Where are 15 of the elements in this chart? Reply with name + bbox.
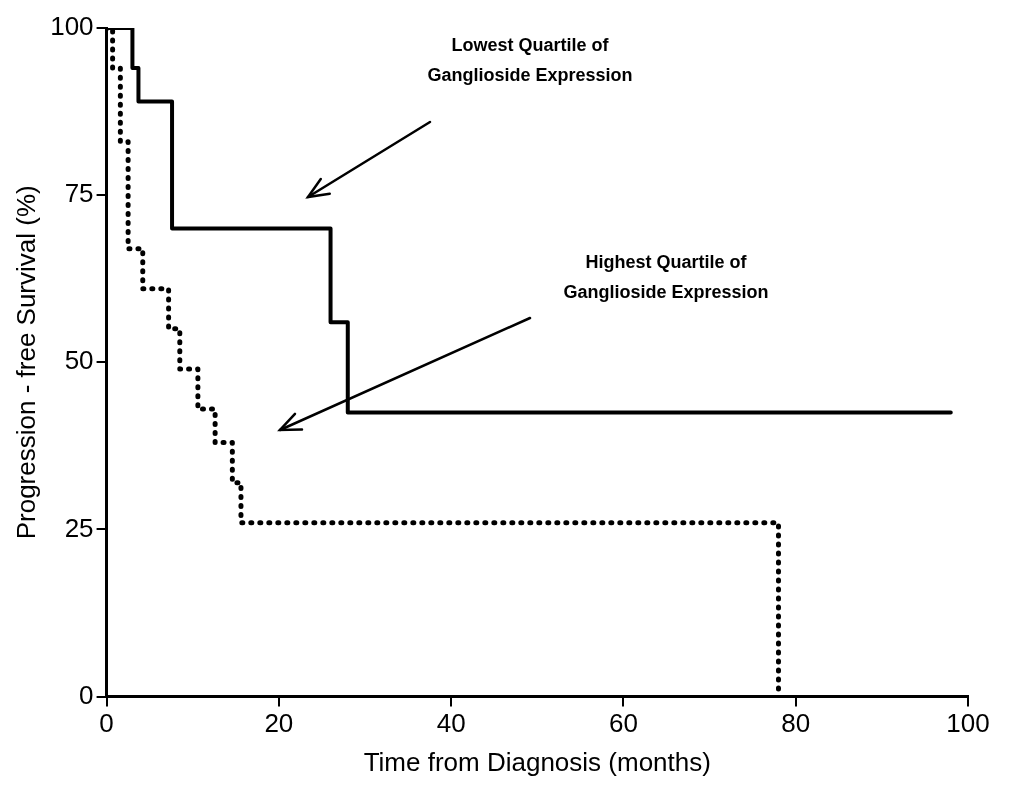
x-tick-label: 20 bbox=[264, 708, 294, 739]
x-tick-label: 100 bbox=[946, 708, 990, 739]
annotation: Lowest Quartile of Ganglioside Expression bbox=[426, 34, 634, 87]
x-tick-label: 40 bbox=[436, 708, 466, 739]
y-axis-title: Progression - free Survival (%) bbox=[10, 185, 41, 540]
x-tick-label: 0 bbox=[99, 708, 114, 739]
x-tick-label: 80 bbox=[781, 708, 811, 739]
y-tick-label: 25 bbox=[64, 512, 94, 543]
y-tick-label: 100 bbox=[50, 11, 94, 42]
annotation: Highest Quartile of Ganglioside Expression bbox=[562, 251, 770, 304]
x-tick-label: 60 bbox=[608, 708, 638, 739]
y-tick-label: 50 bbox=[64, 345, 94, 376]
y-tick-label: 75 bbox=[64, 178, 94, 209]
y-tick-label: 0 bbox=[79, 679, 94, 710]
x-axis-title: Time from Diagnosis (months) bbox=[363, 746, 711, 777]
